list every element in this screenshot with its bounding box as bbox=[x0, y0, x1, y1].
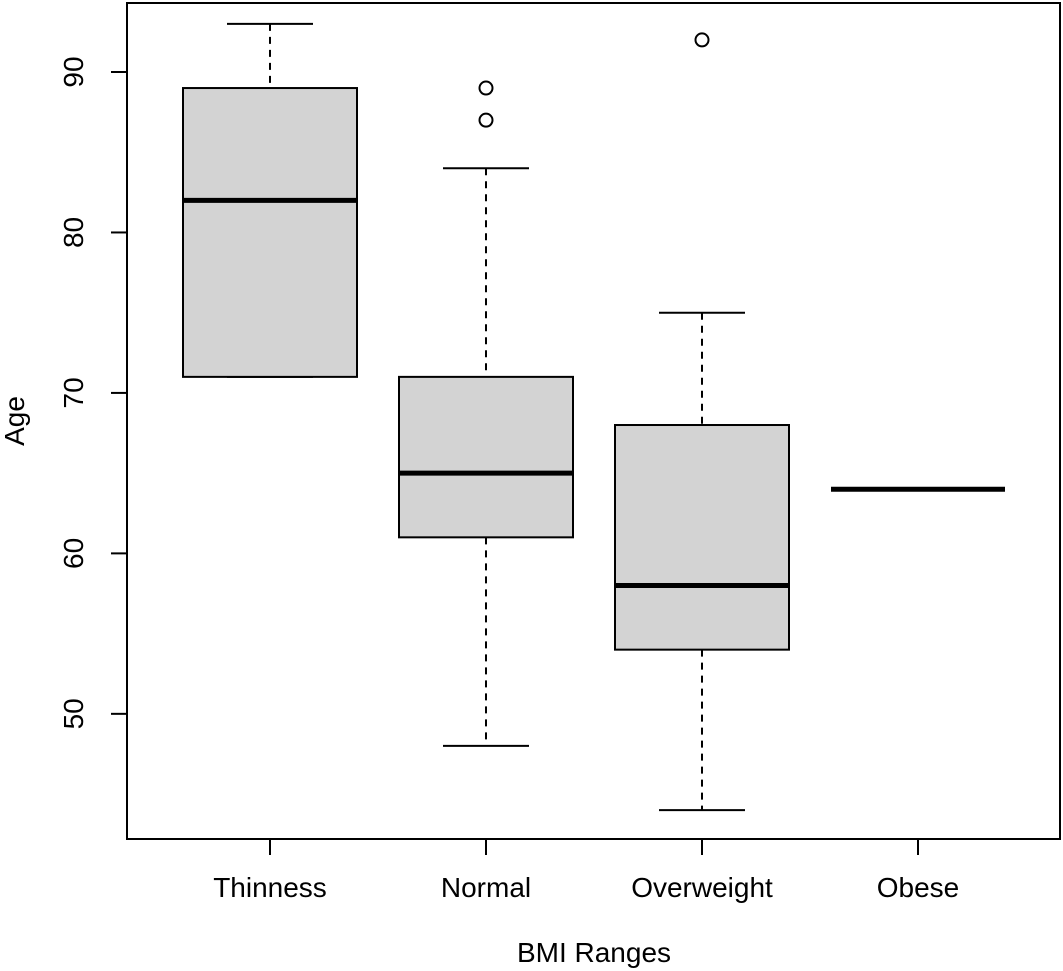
y-tick-label: 50 bbox=[58, 698, 89, 729]
boxes bbox=[182, 22, 1005, 812]
y-axis-label: Age bbox=[0, 396, 30, 446]
outlier-point bbox=[478, 80, 494, 96]
x-tick-label: Normal bbox=[441, 872, 531, 903]
box-group-1 bbox=[398, 80, 574, 747]
y-tick-label: 60 bbox=[58, 538, 89, 569]
y-tick-label: 90 bbox=[58, 56, 89, 87]
iqr-box bbox=[398, 375, 574, 539]
y-tick-label: 80 bbox=[58, 217, 89, 248]
outlier-point bbox=[694, 32, 710, 48]
x-axis: Thinness Normal Overweight Obese bbox=[213, 839, 959, 903]
x-tick-label: Obese bbox=[877, 872, 960, 903]
y-axis: 50 60 70 80 90 bbox=[58, 56, 127, 729]
outlier-point bbox=[478, 112, 494, 128]
x-tick-label: Overweight bbox=[631, 872, 773, 903]
box-group-0 bbox=[182, 22, 358, 378]
y-tick-label: 70 bbox=[58, 377, 89, 408]
iqr-box bbox=[614, 424, 790, 651]
box-group-2 bbox=[614, 32, 790, 812]
x-axis-label: BMI Ranges bbox=[517, 937, 671, 968]
x-tick-label: Thinness bbox=[213, 872, 327, 903]
plot-frame bbox=[126, 2, 1061, 840]
iqr-box bbox=[182, 87, 358, 378]
